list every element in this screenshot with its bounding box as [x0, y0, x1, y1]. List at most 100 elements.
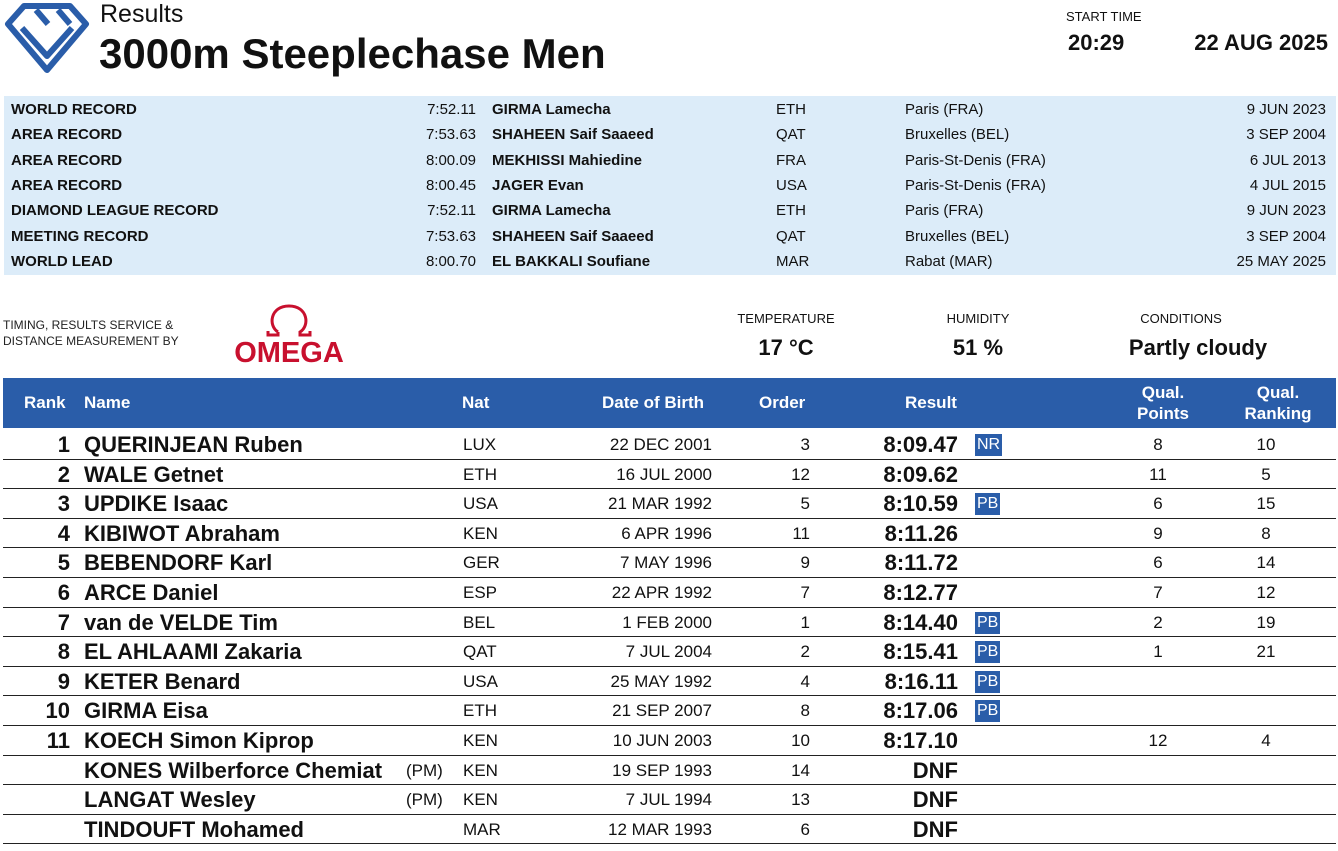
record-venue: Paris-St-Denis (FRA) — [905, 151, 1046, 169]
start-order: 12 — [791, 464, 810, 484]
record-mark: 8:00.70 — [425, 252, 476, 270]
page-header: Results 3000m Steeplechase Men START TIM… — [0, 0, 1338, 92]
result-rank: 7 — [57, 609, 70, 635]
record-type: WORLD RECORD — [11, 101, 137, 118]
result-mark: 8:17.10 — [883, 728, 958, 753]
start-order: 11 — [792, 523, 810, 543]
result-mark: 8:11.26 — [884, 520, 958, 546]
start-order: 5 — [800, 494, 810, 514]
column-rank: Rank — [24, 393, 66, 412]
athlete-dob: 16 JUL 2000 — [616, 464, 712, 484]
athlete-name: LANGAT Wesley — [84, 787, 256, 813]
athlete-name: van de VELDE Tim — [84, 609, 278, 635]
qual-points: 6 — [1153, 494, 1163, 514]
result-rank: 1 — [57, 432, 70, 457]
record-badge: NR — [975, 434, 1003, 456]
record-nat: USA — [776, 176, 807, 194]
athlete-nat: ETH — [463, 464, 497, 484]
athlete-name: KONES Wilberforce Chemiat — [84, 757, 383, 783]
record-date: 9 JUN 2023 — [1246, 202, 1326, 220]
start-order: 7 — [800, 583, 810, 602]
athlete-name: EL AHLAAMI Zakaria — [84, 639, 302, 665]
athlete-name: KETER Benard — [84, 668, 241, 694]
athlete-nat: USA — [463, 671, 498, 691]
qual-ranking: 12 — [1256, 583, 1276, 602]
record-athlete: GIRMA Lamecha — [492, 202, 611, 220]
record-athlete: SHAHEEN Saif Saaeed — [492, 126, 654, 144]
temperature-value: 17 °C — [758, 335, 814, 360]
event-title: 3000m Steeplechase Men — [99, 30, 606, 77]
athlete-dob: 22 DEC 2001 — [609, 435, 712, 454]
result-rank: 11 — [46, 728, 70, 753]
record-date: 25 MAY 2025 — [1236, 252, 1326, 270]
athlete-name: QUERINJEAN Ruben — [84, 432, 303, 457]
athlete-name: BEBENDORF Karl — [84, 550, 273, 576]
start-order: 14 — [791, 760, 810, 780]
column-qual-ranking: Qual. Ranking — [1233, 382, 1323, 424]
record-venue: Rabat (MAR) — [905, 252, 993, 270]
qual-points: 6 — [1153, 553, 1163, 573]
record-type: AREA RECORD — [11, 126, 123, 144]
record-row: AREA RECORD 8:00.45 JAGER Evan USA Paris-St-… — [4, 173, 1336, 198]
result-row: 3 UPDIKE Isaac USA 21 MAR 1992 5 8:10.59 6 15 PB — [3, 489, 1336, 519]
column-qual-ranking-line-2: Ranking — [1244, 404, 1312, 423]
result-row: TINDOUFT Mohamed MAR 12 MAR 1993 6 DNF — [3, 815, 1336, 845]
record-date: 3 SEP 2004 — [1246, 126, 1326, 144]
athlete-dob: 1 FEB 2000 — [622, 612, 712, 632]
start-time-label: START TIME — [1066, 9, 1142, 24]
qual-ranking: 15 — [1256, 494, 1276, 514]
results-label: Results — [100, 0, 184, 28]
humidity-label: HUMIDITY — [946, 311, 1010, 326]
record-nat: QAT — [776, 126, 806, 144]
start-order: 1 — [800, 612, 810, 632]
athlete-dob: 7 JUL 2004 — [625, 642, 712, 662]
record-mark: 7:52.11 — [427, 202, 476, 220]
start-order: 4 — [800, 671, 810, 691]
record-mark: 8:00.09 — [425, 151, 476, 169]
timing-credit: TIMING, RESULTS SERVICE & DISTANCE MEASU… — [3, 317, 179, 349]
conditions-value: Partly cloudy — [1128, 335, 1268, 360]
result-row: 5 BEBENDORF Karl GER 7 MAY 1996 9 8:11.72 6 14 — [3, 548, 1336, 578]
record-date: 3 SEP 2004 — [1246, 227, 1326, 245]
qual-points: 1 — [1153, 642, 1163, 662]
athlete-nat: KEN — [463, 523, 498, 543]
result-row: 2 WALE Getnet ETH 16 JUL 2000 12 8:09.62 11 5 — [3, 460, 1336, 490]
athlete-nat: USA — [463, 494, 498, 514]
athlete-dob: 22 APR 1992 — [611, 583, 712, 602]
athlete-name: WALE Getnet — [84, 461, 224, 487]
record-badge: PB — [975, 700, 1001, 723]
record-badge: PB — [975, 493, 1001, 516]
result-row: 6 ARCE Daniel ESP 22 APR 1992 7 8:12.77 7 12 — [3, 578, 1336, 608]
column-qual-ranking-line-1: Qual. — [1256, 383, 1300, 402]
result-rank: 8 — [57, 639, 70, 665]
record-type: MEETING RECORD — [11, 227, 149, 245]
qual-points: 8 — [1153, 435, 1163, 454]
temperature-label: TEMPERATURE — [737, 311, 835, 326]
record-row: AREA RECORD 8:00.09 MEKHISSI Mahiedine FRA P… — [4, 148, 1336, 173]
athlete-name: ARCE Daniel — [84, 580, 219, 605]
record-date: 9 JUN 2023 — [1246, 101, 1326, 118]
timing-credit-line-2: DISTANCE MEASUREMENT BY — [3, 334, 179, 348]
start-order: 9 — [800, 553, 810, 573]
record-mark: 7:53.63 — [425, 227, 476, 245]
athlete-name: GIRMA Eisa — [84, 698, 208, 724]
athlete-dob: 21 MAR 1992 — [608, 494, 712, 514]
athlete-dob: 7 JUL 1994 — [625, 790, 712, 810]
record-venue: Bruxelles (BEL) — [905, 126, 1010, 144]
record-nat: MAR — [776, 252, 810, 270]
qual-points: 9 — [1153, 523, 1163, 543]
result-mark: 8:15.41 — [883, 639, 958, 665]
result-rank: 6 — [57, 580, 70, 605]
column-order: Order — [759, 393, 806, 412]
record-row: DIAMOND LEAGUE RECORD 7:52.11 GIRMA Lamech… — [4, 198, 1336, 223]
column-qual-points-line-2: Points — [1137, 404, 1189, 423]
start-order: 6 — [800, 819, 810, 839]
record-badge: PB — [975, 641, 1001, 664]
record-row: WORLD RECORD 7:52.11 GIRMA Lamecha ETH Paris… — [4, 97, 1336, 122]
athlete-dob: 10 JUN 2003 — [612, 731, 712, 750]
result-rank: 5 — [57, 550, 70, 576]
athlete-nat: KEN — [463, 731, 498, 750]
qual-ranking: 10 — [1256, 435, 1276, 454]
record-athlete: GIRMA Lamecha — [492, 101, 611, 118]
athlete-nat: MAR — [463, 819, 501, 839]
